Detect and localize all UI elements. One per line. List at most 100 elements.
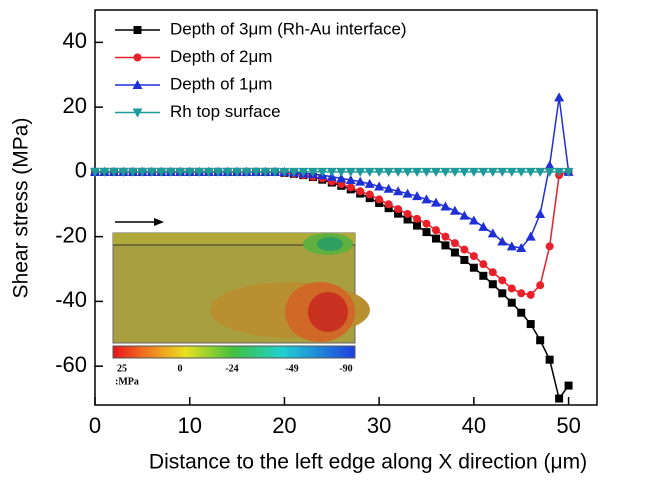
marker — [403, 209, 412, 218]
marker — [364, 167, 375, 177]
colorbar-label: 0 — [178, 363, 183, 374]
marker — [288, 167, 299, 177]
marker — [146, 167, 157, 177]
y-tick-label: 40 — [63, 28, 87, 53]
marker — [383, 167, 394, 177]
marker — [469, 252, 478, 261]
marker — [459, 210, 470, 220]
marker — [488, 280, 497, 289]
marker — [440, 201, 451, 211]
marker — [412, 191, 423, 201]
marker — [487, 228, 498, 238]
marker — [554, 167, 565, 177]
marker — [232, 167, 243, 177]
marker — [383, 183, 394, 193]
y-tick-label: 0 — [75, 158, 87, 183]
marker — [449, 167, 460, 177]
marker — [394, 205, 403, 214]
legend-marker — [132, 108, 143, 118]
marker — [526, 320, 535, 329]
marker — [517, 308, 526, 317]
marker — [535, 167, 546, 177]
colorbar-label: -49 — [285, 363, 298, 374]
marker — [374, 181, 385, 191]
marker — [175, 167, 186, 177]
marker — [564, 381, 573, 390]
marker — [554, 92, 565, 102]
marker — [375, 195, 384, 204]
marker — [422, 228, 431, 237]
legend-label: Depth of 1μm — [170, 74, 272, 93]
marker — [545, 355, 554, 364]
marker — [365, 190, 374, 199]
marker — [355, 176, 366, 186]
marker — [525, 231, 536, 241]
inset — [112, 218, 370, 359]
marker — [99, 167, 110, 177]
marker — [478, 221, 489, 231]
marker — [449, 205, 460, 215]
x-axis-label: Distance to the left edge along X direct… — [149, 451, 587, 474]
legend-marker — [133, 53, 142, 62]
marker — [431, 234, 440, 243]
marker — [469, 263, 478, 272]
marker — [336, 173, 347, 183]
marker — [403, 215, 412, 224]
marker — [402, 188, 413, 198]
marker — [563, 167, 574, 177]
x-tick-label: 30 — [367, 413, 391, 438]
marker — [506, 167, 517, 177]
plot-frame — [94, 9, 598, 406]
marker — [393, 167, 404, 177]
marker — [422, 219, 431, 228]
marker — [393, 186, 404, 196]
marker — [90, 167, 100, 177]
marker — [555, 394, 564, 403]
colorbar-label: 25 — [117, 363, 127, 374]
marker — [251, 167, 262, 177]
marker — [497, 167, 508, 177]
marker — [345, 174, 356, 184]
marker — [468, 167, 479, 177]
marker — [459, 167, 470, 177]
marker — [165, 167, 176, 177]
marker — [412, 167, 423, 177]
y-tick-label: -20 — [55, 222, 87, 247]
marker — [431, 226, 440, 235]
marker — [498, 289, 507, 298]
marker — [536, 281, 545, 290]
marker — [336, 167, 347, 177]
marker — [487, 167, 498, 177]
marker — [356, 187, 365, 196]
marker — [203, 167, 214, 177]
marker — [108, 167, 119, 177]
marker — [525, 167, 536, 177]
marker — [430, 197, 441, 207]
marker — [498, 276, 507, 285]
marker — [384, 200, 393, 209]
colorbar-unit: :MPa — [115, 376, 139, 387]
marker — [460, 255, 469, 264]
marker — [468, 215, 479, 225]
marker — [544, 160, 555, 170]
marker — [241, 167, 252, 177]
x-tick-label: 0 — [89, 413, 101, 438]
x-tick-label: 20 — [272, 413, 296, 438]
marker — [137, 167, 148, 177]
marker — [326, 167, 337, 177]
marker — [346, 183, 355, 192]
marker — [479, 260, 488, 269]
marker — [156, 167, 167, 177]
marker — [184, 167, 195, 177]
marker — [507, 284, 516, 293]
legend-item: Depth of 2μm — [115, 47, 272, 66]
marker — [413, 221, 422, 230]
marker — [279, 167, 290, 177]
marker — [345, 167, 356, 177]
marker — [479, 271, 488, 280]
legend-label: Rh top surface — [170, 102, 281, 121]
legend-label: Depth of 3μm (Rh-Au interface) — [170, 19, 407, 38]
marker — [213, 167, 224, 177]
marker — [421, 167, 432, 177]
